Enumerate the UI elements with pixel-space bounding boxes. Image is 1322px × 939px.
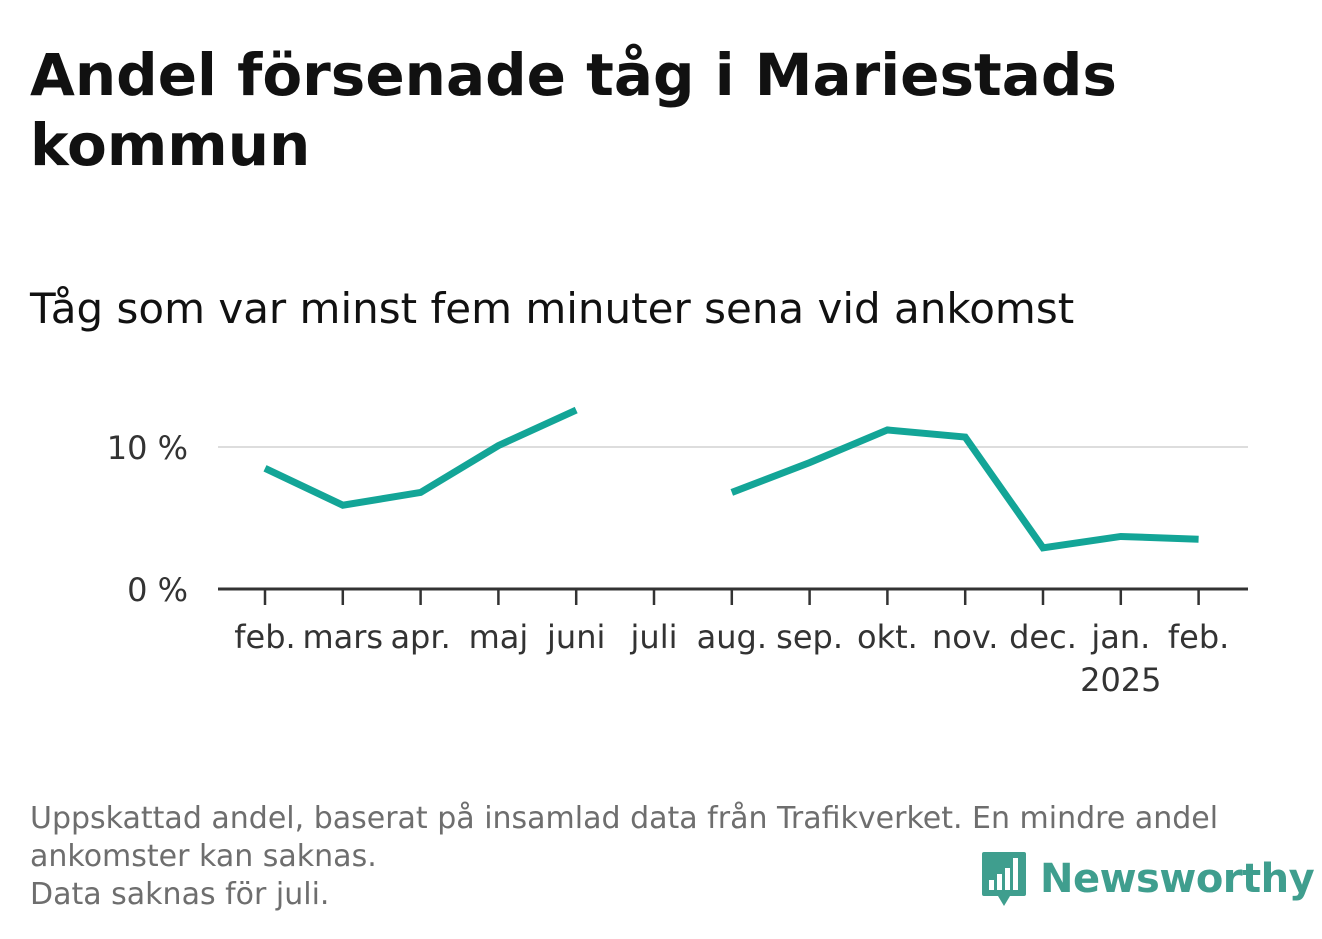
- line-chart: 0 %10 %feb. mars apr. maj juni juli aug. sep. ok…: [107, 406, 1248, 699]
- series-line-segment: [730, 426, 1199, 552]
- y-tick-label: 10 %: [107, 429, 188, 467]
- x-tick-sublabel: 2025: [1080, 661, 1161, 699]
- chart-subtitle: Tåg som var minst fem minuter sena vid a…: [30, 284, 1075, 333]
- brand-name: Newsworthy: [1040, 856, 1315, 902]
- footnote-line-3: Data saknas för juli.: [30, 877, 330, 912]
- newsworthy-logo-icon: [982, 852, 1026, 906]
- x-tick-label: feb.: [1168, 618, 1229, 656]
- x-tick-label: sep.: [776, 618, 843, 656]
- series-line-segment: [263, 406, 578, 509]
- x-tick-label: aug.: [697, 618, 767, 656]
- brand-logo: Newsworthy: [980, 850, 1315, 908]
- x-tick-label: maj: [469, 618, 529, 656]
- x-tick-label: jan.: [1090, 618, 1150, 656]
- footnote-line-2: ankomster kan saknas.: [30, 839, 377, 874]
- x-tick-label: nov.: [932, 618, 998, 656]
- footnote-line-1: Uppskattad andel, baserat på insamlad da…: [30, 801, 1219, 836]
- x-tick-label: juni: [546, 618, 605, 656]
- x-tick-label: apr.: [390, 618, 450, 656]
- x-tick-label: feb.: [234, 618, 295, 656]
- footnote: Uppskattad andel, baserat på insamlad da…: [30, 800, 1290, 914]
- x-tick-label: juli: [630, 618, 678, 656]
- x-tick-label: okt.: [857, 618, 918, 656]
- chart-title: Andel försenade tåg i Mariestads kommun: [30, 41, 1117, 179]
- x-tick-label: mars: [302, 618, 383, 656]
- x-tick-label: dec.: [1009, 618, 1077, 656]
- y-tick-label: 0 %: [127, 571, 188, 609]
